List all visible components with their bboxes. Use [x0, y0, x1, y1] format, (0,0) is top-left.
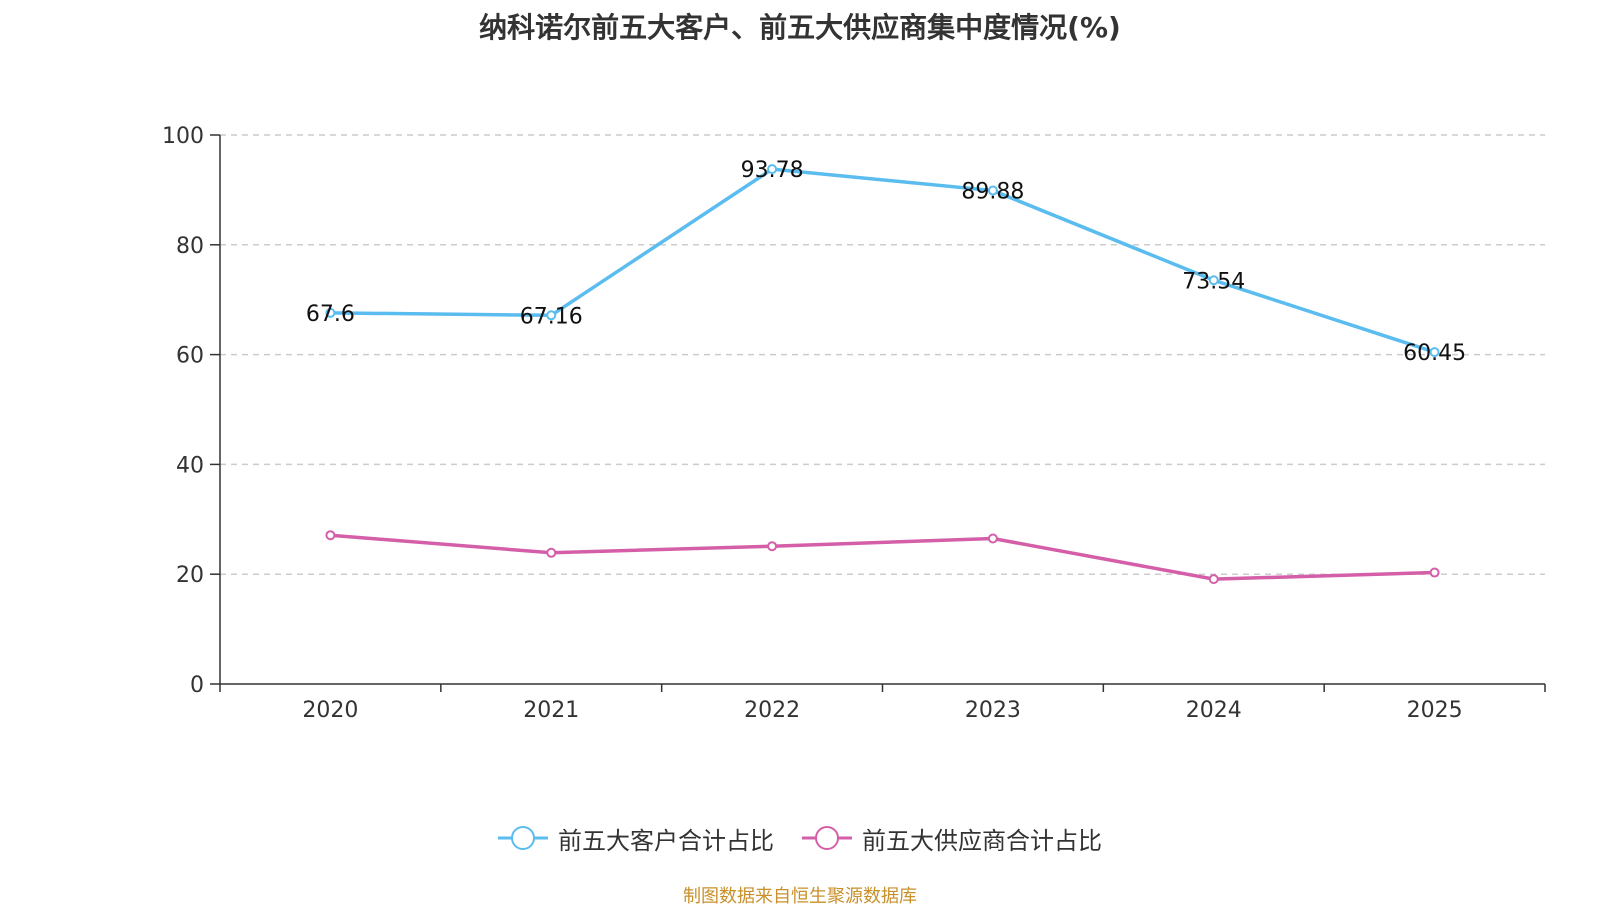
legend: 前五大客户合计占比 前五大供应商合计占比 [0, 820, 1600, 856]
x-tick-label-2024: 2024 [1186, 698, 1242, 723]
y-tick-label-100: 100 [162, 124, 204, 149]
legend-marker-customers-icon [498, 826, 548, 850]
legend-label-customers: 前五大客户合计占比 [558, 826, 774, 855]
point-s1-2023 [987, 533, 998, 544]
x-tick-label-2023: 2023 [965, 698, 1021, 723]
x-tick-label-2022: 2022 [744, 698, 800, 723]
data-label-s0-2021: 67.16 [520, 304, 583, 329]
point-s0-2024 [1208, 275, 1219, 286]
data-label-s0-2024: 73.54 [1182, 269, 1245, 294]
y-tick-label-40: 40 [176, 453, 204, 478]
point-s1-2024 [1208, 574, 1219, 585]
data-label-s0-2023: 89.88 [961, 180, 1024, 205]
y-tick-label-80: 80 [176, 234, 204, 259]
data-label-s0-2022: 93.78 [741, 158, 804, 183]
y-tick-label-0: 0 [190, 673, 204, 698]
point-s1-2025 [1429, 567, 1440, 578]
x-tick-label-2020: 2020 [302, 698, 358, 723]
line-chart: 0 20 40 60 80 100 2020 2021 2022 2023 2024 2025 67.… [162, 124, 1546, 723]
point-s0-2023 [987, 185, 998, 196]
y-tick-label-20: 20 [176, 563, 204, 588]
data-label-s0-2020: 67.6 [306, 302, 355, 327]
chart-title: 纳科诺尔前五大客户、前五大供应商集中度情况(%) [479, 11, 1121, 44]
series-lines [325, 164, 1440, 585]
source-note: 制图数据来自恒生聚源数据库 [683, 886, 917, 907]
legend-item-suppliers[interactable]: 前五大供应商合计占比 [802, 821, 1102, 856]
data-labels: 67.6 67.16 93.78 89.88 73.54 60.45 [306, 158, 1466, 366]
x-tick-label-2025: 2025 [1407, 698, 1463, 723]
point-s0-2025 [1429, 347, 1440, 358]
point-s1-2020 [325, 530, 336, 541]
legend-label-suppliers: 前五大供应商合计占比 [862, 826, 1102, 855]
grid-lines [220, 134, 1545, 575]
axes: 0 20 40 60 80 100 2020 2021 2022 2023 2024 2025 [162, 124, 1546, 723]
point-s1-2022 [767, 541, 778, 552]
point-s0-2022 [767, 164, 778, 175]
legend-item-customers[interactable]: 前五大客户合计占比 [498, 821, 774, 856]
legend-marker-suppliers-icon [802, 826, 852, 850]
series-line-1 [330, 533, 1435, 581]
point-s0-2020 [325, 307, 336, 318]
x-tick-label-2021: 2021 [523, 698, 579, 723]
point-s0-2021 [546, 310, 557, 321]
point-s1-2021 [546, 547, 557, 558]
data-label-s0-2025: 60.45 [1403, 341, 1466, 366]
series-line-0 [330, 167, 1436, 354]
y-tick-label-60: 60 [176, 344, 204, 369]
